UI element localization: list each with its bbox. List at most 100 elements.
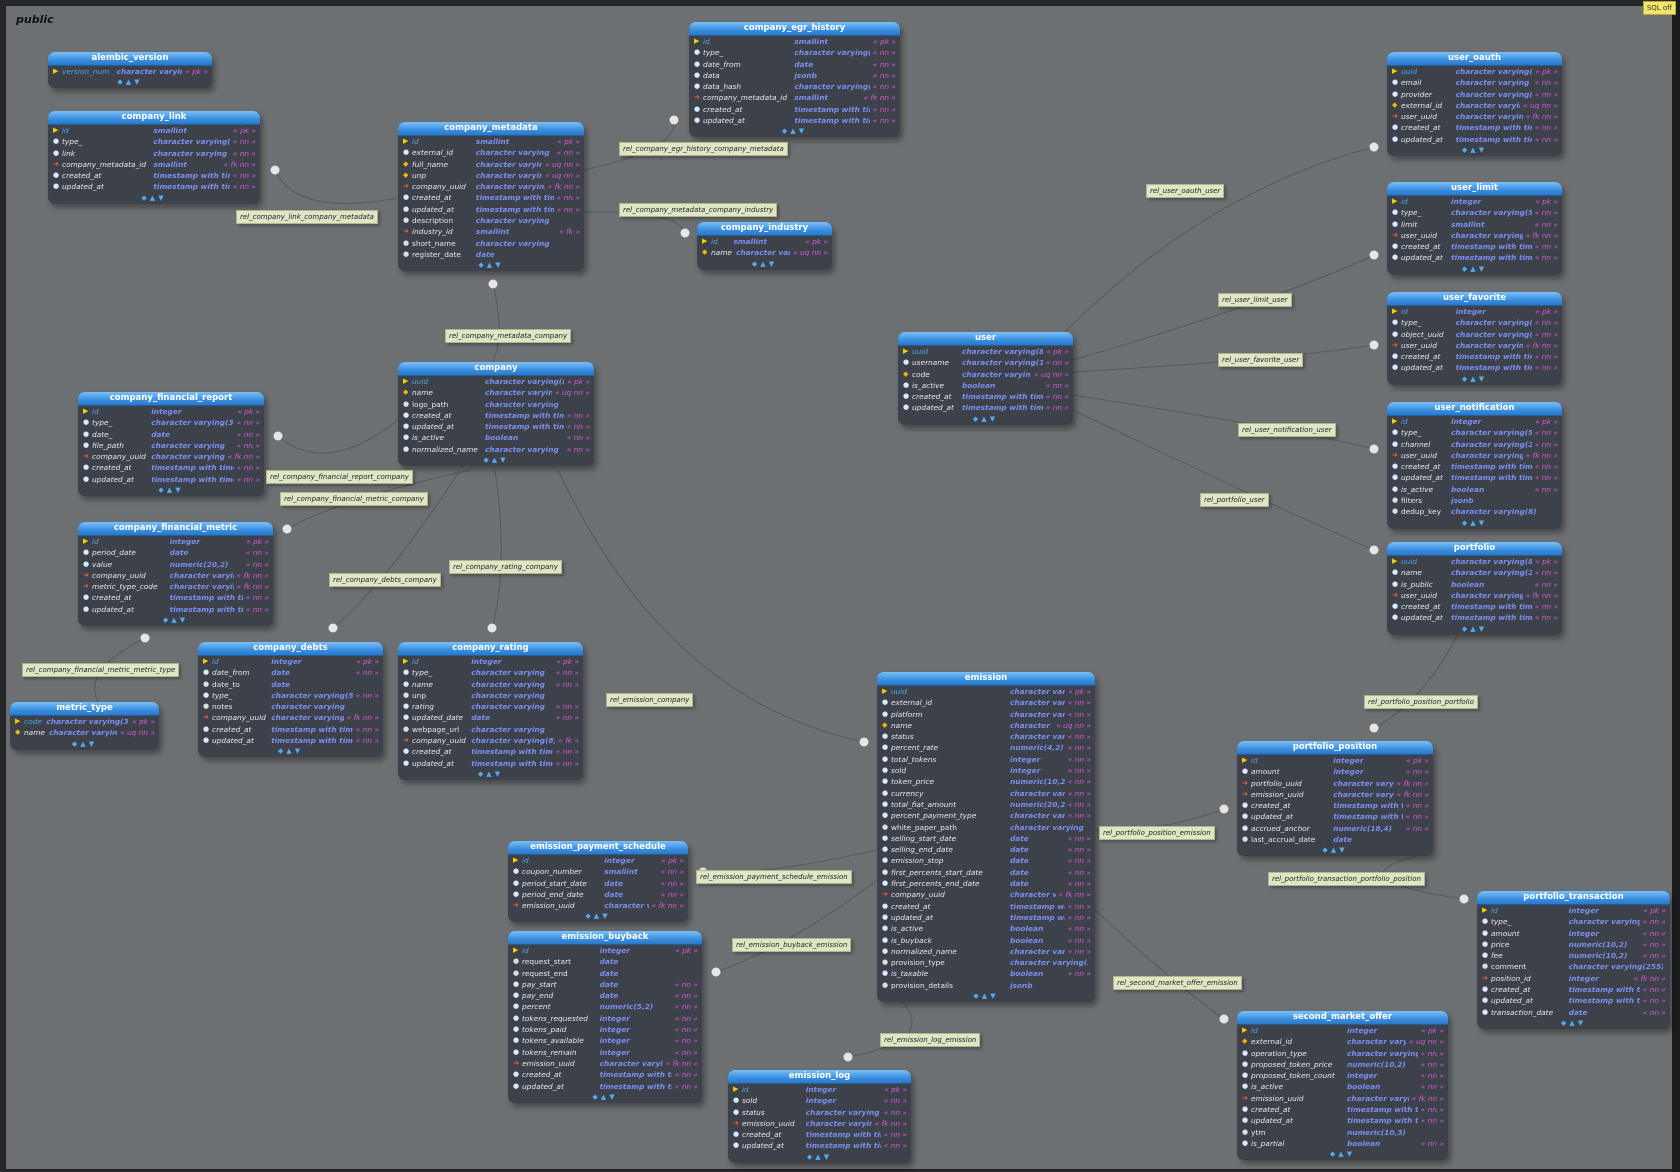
column-row[interactable]: ● tokens_requested integer « nn » bbox=[508, 1013, 702, 1024]
column-row[interactable]: ▶uuid character varying(8)« pk » bbox=[877, 686, 1095, 697]
table-header[interactable]: user bbox=[898, 332, 1073, 346]
relation-label[interactable]: rel_emission_log_emission bbox=[880, 1033, 981, 1047]
column-row[interactable]: ●status character varying« nn » bbox=[728, 1107, 911, 1118]
triangle-down-icon[interactable]: ▼ bbox=[495, 261, 504, 270]
table-header[interactable]: portfolio_transaction bbox=[1477, 891, 1670, 905]
column-row[interactable]: ● type_ character varying(30) « nn » bbox=[78, 417, 264, 428]
triangle-up-icon[interactable]: ▲ bbox=[125, 78, 135, 87]
column-row[interactable]: ● coupon_number smallint « nn » bbox=[508, 866, 688, 877]
column-row[interactable]: ➜company_uuid character varying(8)« fk nn… bbox=[198, 712, 383, 723]
triangle-down-icon[interactable]: ▼ bbox=[494, 769, 504, 778]
triangle-up-icon[interactable]: ▲ bbox=[486, 769, 495, 778]
column-row[interactable]: ➜company_uuid character varying(8)« fk nn… bbox=[877, 889, 1095, 900]
table-company-metadata[interactable]: company_metadata ▶ id smallint « pk » ● extern… bbox=[398, 122, 584, 272]
column-row[interactable]: ➜ position_id integer « fk nn » bbox=[1477, 973, 1670, 984]
column-row[interactable]: ●created_at timestamp with time zone« nn … bbox=[78, 592, 273, 603]
diamond-icon[interactable]: ◆ bbox=[1461, 264, 1471, 273]
triangle-down-icon[interactable]: ▼ bbox=[1478, 264, 1488, 273]
column-row[interactable]: ➜ company_metadata_id smallint « fk nn » bbox=[48, 159, 260, 170]
column-row[interactable]: ➜user_uuid character varying(8)« fk nn » bbox=[1387, 590, 1562, 601]
column-row[interactable]: ➜user_uuid character varying(8)« fk nn » bbox=[1387, 340, 1562, 351]
relation-label[interactable]: rel_company_financial_metric_company bbox=[280, 492, 428, 506]
triangle-down-icon[interactable]: ▼ bbox=[158, 193, 167, 202]
table-company-industry[interactable]: company_industry ▶ id smallint « pk » ◆ name ch… bbox=[697, 222, 832, 270]
column-row[interactable]: ●percent_payment_type character varying« … bbox=[877, 810, 1095, 821]
column-row[interactable]: ➜emission_uuid character varying(8)« fk n… bbox=[508, 1058, 702, 1069]
triangle-up-icon[interactable]: ▲ bbox=[1338, 1150, 1347, 1159]
column-row[interactable]: ➜emission_uuid character varying(8)« fk n… bbox=[1237, 1093, 1448, 1104]
relation-label[interactable]: rel_user_favorite_user bbox=[1218, 353, 1304, 367]
triangle-up-icon[interactable]: ▲ bbox=[286, 747, 295, 756]
column-row[interactable]: ●type_ character varying(50)« nn » bbox=[1387, 207, 1562, 218]
triangle-up-icon[interactable]: ▲ bbox=[166, 486, 176, 495]
column-row[interactable]: ◆code character varying(9)« uq nn » bbox=[898, 369, 1073, 380]
triangle-down-icon[interactable]: ▼ bbox=[134, 78, 143, 87]
column-row[interactable]: ● is_buyback boolean « nn » bbox=[877, 935, 1095, 946]
diamond-icon[interactable]: ◆ bbox=[1560, 1018, 1570, 1027]
column-row[interactable]: ● selling_end_date date « nn » bbox=[877, 844, 1095, 855]
column-row[interactable]: ▶ id integer « pk » bbox=[398, 656, 583, 667]
column-row[interactable]: ●type_ character varying(50)« nn » bbox=[1387, 427, 1562, 438]
column-row[interactable]: ●created_at timestamp with time zone« nn … bbox=[1237, 800, 1433, 811]
column-row[interactable]: ● file_path character varying « nn » bbox=[78, 440, 264, 451]
column-row[interactable]: ● total_fiat_amount numeric(20,2) « nn » bbox=[877, 799, 1095, 810]
column-row[interactable]: ▶uuid character varying(8)« pk » bbox=[1387, 66, 1562, 77]
column-row[interactable]: ●updated_at timestamp with time zone« nn … bbox=[877, 912, 1095, 923]
column-row[interactable]: ●created_at timestamp with time zone« nn … bbox=[398, 746, 583, 757]
column-row[interactable]: ● amount integer « nn » bbox=[1237, 766, 1433, 777]
table-portfolio-position[interactable]: portfolio_position ▶ id integer « pk » ● amoun… bbox=[1237, 741, 1433, 857]
diamond-icon[interactable]: ◆ bbox=[806, 1152, 816, 1161]
column-row[interactable]: ● pay_end date « nn » bbox=[508, 990, 702, 1001]
column-row[interactable]: ●updated_at timestamp with time zone« nn … bbox=[78, 604, 273, 615]
column-row[interactable]: ●type_ character varying(4)« nn » bbox=[1477, 916, 1670, 927]
column-row[interactable]: ● is_partial boolean « nn » bbox=[1237, 1138, 1448, 1149]
diamond-icon[interactable]: ◆ bbox=[972, 414, 982, 423]
column-row[interactable]: ▶version_num character varying(32)« pk » bbox=[48, 66, 212, 77]
diamond-icon[interactable]: ◆ bbox=[1461, 374, 1471, 383]
column-row[interactable]: ● date_from date « nn » bbox=[198, 667, 383, 678]
column-row[interactable]: ●normalized_name character varying« nn » bbox=[877, 946, 1095, 957]
table-emission-buyback[interactable]: emission_buyback ▶ id integer « pk » ● request… bbox=[508, 931, 702, 1103]
column-row[interactable]: ◆name character varying« uq nn » bbox=[398, 387, 594, 398]
diamond-icon[interactable]: ◆ bbox=[1322, 846, 1331, 855]
triangle-up-icon[interactable]: ▲ bbox=[171, 616, 180, 625]
triangle-down-icon[interactable]: ▼ bbox=[990, 992, 999, 1001]
column-row[interactable]: ● accrued_anchor numeric(18,4) « nn » bbox=[1237, 823, 1433, 834]
diamond-icon[interactable]: ◆ bbox=[117, 78, 126, 87]
relation-label[interactable]: rel_portfolio_transaction_portfolio_posi… bbox=[1268, 872, 1425, 886]
triangle-up-icon[interactable]: ▲ bbox=[760, 259, 769, 268]
table-company-rating[interactable]: company_rating ▶ id integer « pk » ● type_ char… bbox=[398, 642, 583, 780]
table-header[interactable]: company_metadata bbox=[398, 122, 584, 136]
triangle-down-icon[interactable]: ▼ bbox=[1478, 518, 1488, 527]
column-row[interactable]: ▶ id integer « pk » bbox=[1387, 416, 1562, 427]
column-row[interactable]: ● last_accrual_date date bbox=[1237, 834, 1433, 845]
column-row[interactable]: ●provider character varying(10)« nn » bbox=[1387, 89, 1562, 100]
relation-label[interactable]: rel_company_metadata_company_industry bbox=[619, 203, 778, 217]
column-row[interactable]: ●currency character varying(5)« nn » bbox=[877, 788, 1095, 799]
column-row[interactable]: ● is_taxable boolean « nn » bbox=[877, 968, 1095, 979]
column-row[interactable]: ●provision_type character varying(20) bbox=[877, 957, 1095, 968]
column-row[interactable]: ▶ id integer « pk » bbox=[198, 656, 383, 667]
triangle-up-icon[interactable]: ▲ bbox=[1470, 264, 1479, 273]
triangle-up-icon[interactable]: ▲ bbox=[1330, 846, 1340, 855]
diamond-icon[interactable]: ◆ bbox=[1461, 518, 1471, 527]
diamond-icon[interactable]: ◆ bbox=[1461, 624, 1471, 633]
relation-label[interactable]: rel_company_financial_metric_metric_type bbox=[22, 663, 180, 677]
column-row[interactable]: ● percent_rate numeric(4,2) « nn » bbox=[877, 742, 1095, 753]
relation-label[interactable]: rel_emission_buyback_emission bbox=[732, 938, 852, 952]
column-row[interactable]: ➜user_uuid character varying(8)« fk nn » bbox=[1387, 450, 1562, 461]
triangle-down-icon[interactable]: ▼ bbox=[500, 456, 509, 465]
column-row[interactable]: ● is_active boolean « nn » bbox=[898, 380, 1073, 391]
column-row[interactable]: ● name character varying « nn » bbox=[398, 679, 583, 690]
relation-label[interactable]: rel_company_financial_report_company bbox=[266, 470, 413, 484]
column-row[interactable]: ●operation_type character varying(4)« nn … bbox=[1237, 1048, 1448, 1059]
column-row[interactable]: ● period_start_date date « nn » bbox=[508, 878, 688, 889]
table-header[interactable]: company bbox=[398, 362, 594, 376]
column-row[interactable]: ▶ id integer « pk » bbox=[1237, 755, 1433, 766]
table-header[interactable]: company_rating bbox=[398, 642, 583, 656]
column-row[interactable]: ●platform character varying(10)« nn » bbox=[877, 709, 1095, 720]
table-header[interactable]: user_limit bbox=[1387, 182, 1562, 196]
column-row[interactable]: ●external_id character varying« nn » bbox=[877, 697, 1095, 708]
table-second-market-offer[interactable]: second_market_offer ▶ id integer « pk » ◆ exte… bbox=[1237, 1011, 1448, 1161]
column-row[interactable]: ●updated_at timestamp with time zone« nn … bbox=[198, 735, 383, 746]
